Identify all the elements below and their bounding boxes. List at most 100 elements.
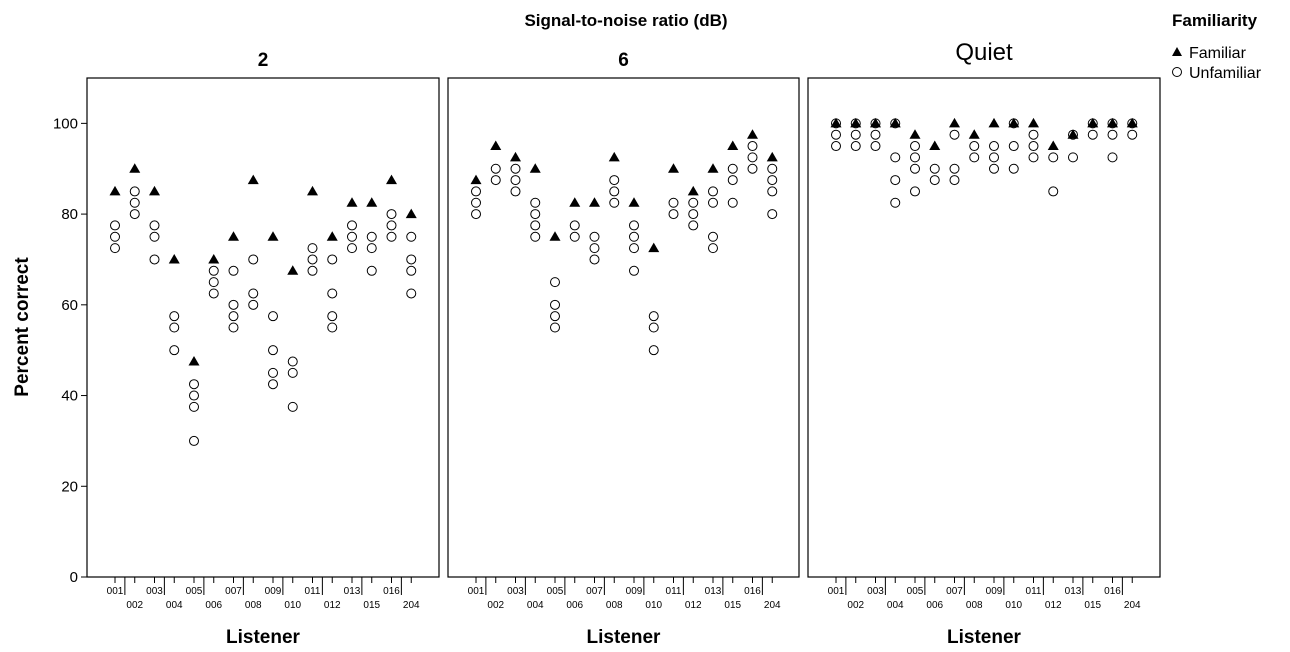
unfamiliar-point	[386, 220, 397, 231]
panels: 2Listener0010020030040050060070080090100…	[86, 39, 1161, 648]
unfamiliar-point	[708, 243, 718, 254]
familiar-point	[687, 185, 699, 196]
x-tick-label: 003	[146, 586, 163, 597]
panel-frame	[86, 77, 440, 578]
x-tick-label: 016	[383, 586, 400, 597]
unfamiliar-point	[366, 231, 377, 242]
unfamiliar-point	[347, 231, 357, 242]
unfamiliar-point	[406, 288, 417, 299]
x-tick-label: 204	[403, 600, 420, 611]
unfamiliar-point	[208, 288, 219, 299]
familiar-point	[228, 231, 239, 241]
x-tick-label: 016	[744, 586, 761, 597]
unfamiliar-point	[767, 175, 778, 186]
unfamiliar-point	[490, 175, 501, 186]
unfamiliar-point	[228, 299, 239, 310]
unfamiliar-point	[248, 288, 259, 299]
unfamiliar-point	[668, 197, 679, 208]
unfamiliar-point	[589, 231, 600, 242]
familiar-point	[850, 117, 862, 128]
unfamiliar-point	[129, 209, 140, 220]
unfamiliar-point	[149, 254, 160, 265]
familiar-point	[1008, 117, 1020, 128]
y-tick-label: 40	[61, 388, 78, 405]
familiar-point	[307, 185, 318, 196]
x-tick-label: 013	[705, 586, 722, 597]
unfamiliar-point	[569, 220, 580, 231]
familiar-point	[149, 185, 160, 196]
unfamiliar-point	[268, 345, 278, 356]
legend-label-unfamiliar: Unfamiliar	[1189, 65, 1262, 82]
unfamiliar-point	[949, 175, 960, 186]
familiar-point	[988, 117, 1000, 128]
familiar-point	[405, 208, 417, 219]
familiar-point	[968, 129, 980, 139]
unfamiliar-point	[189, 390, 199, 401]
unfamiliar-point	[831, 129, 841, 140]
familiar-point	[1126, 117, 1138, 128]
unfamiliar-point	[910, 152, 920, 163]
unfamiliar-point	[169, 345, 180, 356]
unfamiliar-point	[1087, 129, 1098, 140]
familiar-point	[830, 117, 842, 128]
unfamiliar-point	[366, 243, 377, 254]
panel-title: 2	[258, 50, 269, 71]
unfamiliar-point	[471, 186, 481, 197]
familiar-point	[870, 117, 881, 128]
unfamiliar-point	[307, 243, 318, 254]
familiar-point	[1107, 117, 1118, 128]
x-tick-label: 016	[1104, 586, 1121, 597]
unfamiliar-point	[129, 197, 140, 208]
panel-3: Quiet Listener 001002003004005006007008009…	[807, 39, 1161, 648]
unfamiliar-point	[287, 367, 298, 378]
familiar-point	[909, 129, 921, 139]
unfamiliar-point	[490, 163, 501, 174]
x-tick-label: 006	[566, 600, 583, 611]
x-tick-label: 005	[547, 586, 564, 597]
legend: Familiar Unfamiliar	[1172, 45, 1262, 82]
familiar-point	[766, 151, 778, 162]
x-tick-label: 012	[1045, 600, 1062, 611]
unfamiliar-point	[870, 129, 881, 140]
unfamiliar-point	[366, 265, 377, 276]
unfamiliar-point	[169, 311, 180, 322]
x-tick-label: 009	[626, 586, 643, 597]
familiar-point	[628, 197, 640, 207]
unfamiliar-point	[110, 243, 120, 254]
unfamiliar-point	[510, 163, 521, 174]
unfamiliar-point	[767, 186, 778, 197]
unfamiliar-point	[767, 209, 778, 220]
unfamiliar-point	[1028, 141, 1039, 152]
unfamiliar-point	[727, 163, 738, 174]
x-tick-label: 001	[828, 586, 845, 597]
x-tick-label: 011	[1026, 586, 1042, 597]
unfamiliar-point	[949, 129, 960, 140]
unfamiliar-point	[589, 254, 600, 265]
familiar-point	[366, 197, 378, 207]
unfamiliar-point	[1107, 129, 1118, 140]
unfamiliar-point	[327, 322, 338, 333]
unfamiliar-point	[629, 231, 639, 242]
unfamiliar-point	[530, 220, 541, 231]
unfamiliar-point	[406, 231, 417, 242]
familiar-point	[1028, 117, 1039, 128]
unfamiliar-point	[327, 288, 338, 299]
x-axis-label: Listener	[587, 627, 662, 648]
unfamiliar-point	[406, 254, 417, 265]
x-tick-label: 006	[205, 600, 222, 611]
x-tick-label: 004	[166, 600, 183, 611]
familiar-point	[889, 117, 901, 128]
x-tick-label: 005	[907, 586, 924, 597]
unfamiliar-point	[530, 197, 541, 208]
panel-title: 6	[618, 50, 629, 71]
unfamiliar-point	[949, 163, 960, 174]
familiar-point	[287, 265, 299, 275]
unfamiliar-point	[347, 220, 357, 231]
unfamiliar-point	[307, 265, 318, 276]
unfamiliar-point	[189, 379, 199, 390]
unfamiliar-point	[1127, 129, 1138, 140]
unfamiliar-point	[327, 311, 338, 322]
familiar-point	[346, 197, 358, 207]
y-axis-label: Percent correct	[12, 257, 33, 397]
